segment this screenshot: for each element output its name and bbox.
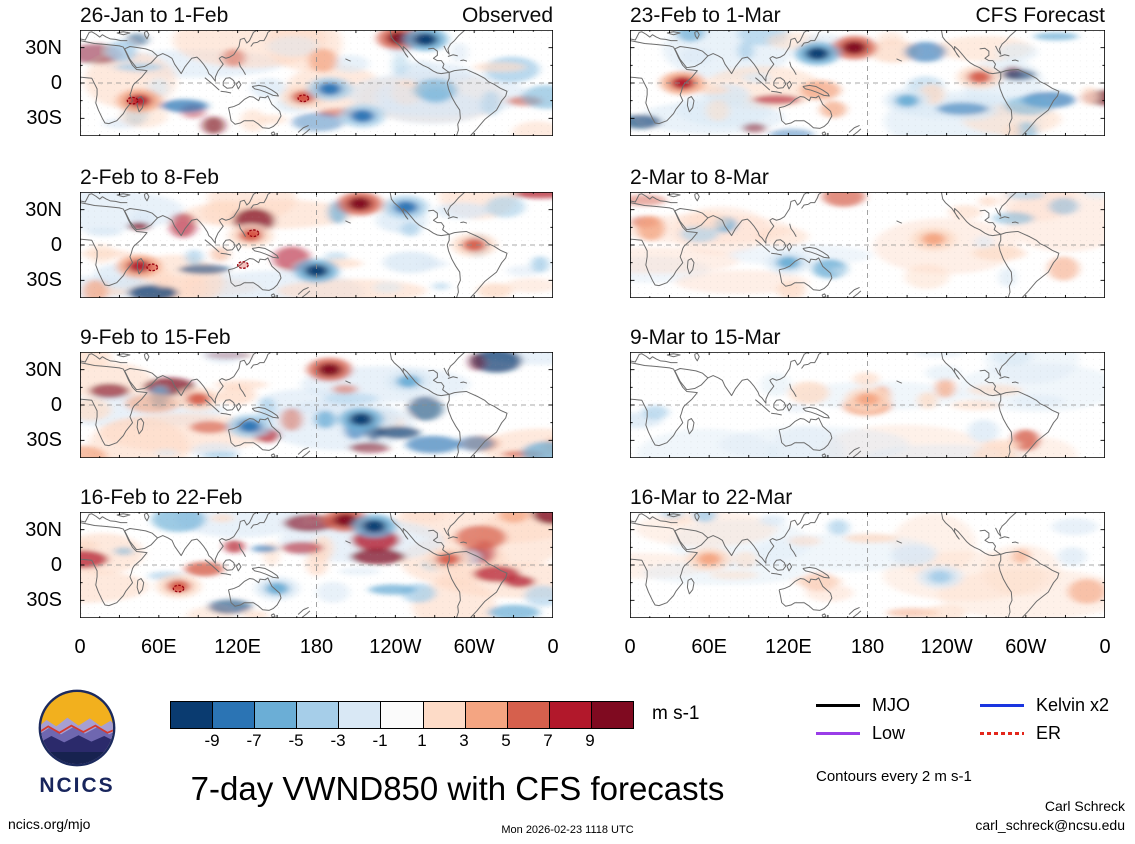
timestamp: Mon 2026-02-23 1118 UTC [501, 824, 634, 836]
page-title: 7-day VWND850 with CFS forecasts [190, 770, 725, 807]
legend-label: Kelvin x2 [1036, 694, 1110, 715]
lon-tick-label: 180 [299, 636, 334, 658]
lat-tick-label: 30S [26, 107, 62, 130]
colorbar-segment [171, 702, 214, 728]
lon-tick-label: 120E [214, 636, 262, 658]
credit-name: Carl Schreck [1044, 798, 1125, 814]
colorbar-tick-label: 5 [501, 731, 511, 750]
colorbar-units-label: m s-1 [652, 703, 700, 724]
lon-tick-label: 120E [764, 636, 812, 658]
map-panel-forecast-2 [630, 192, 1105, 298]
colorbar-segment [591, 702, 634, 728]
map-panel-observed-1 [80, 30, 553, 136]
colorbar-tick-label: -3 [330, 731, 346, 750]
colorbar-segment [507, 702, 550, 728]
panel-date-label: 9-Mar to 15-Mar [630, 326, 781, 349]
panel-header-obs-1: 26-Jan to 1-Feb Observed [80, 3, 553, 29]
lon-tick-label: 0 [74, 636, 86, 658]
panel-header-fcst-4: 16-Mar to 22-Mar [630, 485, 1105, 511]
colorbar-segment [255, 702, 298, 728]
panel-date-label: 16-Feb to 22-Feb [80, 486, 243, 509]
lon-tick-label: 120W [369, 636, 422, 658]
colorbar-tick-label: -7 [246, 731, 262, 750]
panel-header-obs-4: 16-Feb to 22-Feb [80, 485, 553, 511]
lon-tick-label: 0 [624, 636, 636, 658]
map-panel-observed-3 [80, 352, 553, 458]
lon-tick-label: 180 [850, 636, 885, 658]
colorbar-tick-label: -5 [288, 731, 304, 750]
panel-header-fcst-3: 9-Mar to 15-Mar [630, 325, 1105, 351]
logo-text: NCICS [39, 774, 115, 797]
legend-item-mjo: MJO [816, 694, 910, 716]
colorbar-tick-label: 1 [417, 731, 427, 750]
colorbar-segment [297, 702, 340, 728]
colorbar-segment [465, 702, 508, 728]
lon-tick-label: 60E [691, 636, 727, 658]
panel-header-fcst-2: 2-Mar to 8-Mar [630, 165, 1105, 191]
legend-item-low: Low [816, 722, 905, 744]
panel-header-fcst-1: 23-Feb to 1-Mar CFS Forecast [630, 3, 1105, 29]
lon-tick-label: 60W [453, 636, 495, 658]
lat-tick-label: 30S [26, 589, 62, 612]
colorbar-tick-label: 3 [459, 731, 469, 750]
er-line-swatch [980, 731, 1024, 735]
legend-label: ER [1036, 722, 1062, 743]
map-panel-observed-4 [80, 512, 553, 618]
website-url: ncics.org/mjo [8, 816, 91, 832]
column-header-forecast: CFS Forecast [975, 4, 1105, 27]
lon-tick-label: 0 [1099, 636, 1111, 658]
panel-header-obs-2: 2-Feb to 8-Feb [80, 165, 553, 191]
lat-tick-label: 30N [25, 518, 62, 541]
lat-tick-label: 0 [50, 72, 62, 94]
ncics-logo-emblem [38, 689, 116, 767]
lon-tick-label: 0 [547, 636, 559, 658]
mjo-line-swatch [816, 703, 860, 707]
colorbar-ticks: -9 -7 -5 -3 -1 1 3 5 7 9 [170, 731, 632, 753]
colorbar-tick-label: -9 [204, 731, 220, 750]
lat-tick-label: 30N [25, 198, 62, 221]
colorbar-segment [213, 702, 256, 728]
colorbar [170, 701, 634, 729]
kelvin-line-swatch [980, 703, 1024, 707]
lat-tick-label: 0 [50, 234, 62, 256]
map-panel-forecast-4 [630, 512, 1105, 618]
lon-tick-label: 120W [920, 636, 973, 658]
lat-tick-label: 30N [25, 358, 62, 381]
lat-tick-label: 30N [25, 36, 62, 59]
lat-tick-label: 0 [50, 394, 62, 416]
legend-item-er: ER [980, 722, 1061, 744]
panel-date-label: 2-Feb to 8-Feb [80, 166, 219, 189]
lon-tick-label: 60W [1005, 636, 1047, 658]
lat-tick-label: 30S [26, 429, 62, 452]
panel-date-label: 16-Mar to 22-Mar [630, 486, 793, 509]
credit-email: carl_schreck@ncsu.edu [975, 817, 1125, 833]
colorbar-tick-label: 9 [585, 731, 595, 750]
map-panel-observed-2 [80, 192, 553, 298]
lon-tick-label: 60E [141, 636, 177, 658]
panel-header-obs-3: 9-Feb to 15-Feb [80, 325, 553, 351]
colorbar-segment [339, 702, 382, 728]
colorbar-tick-label: 7 [543, 731, 553, 750]
map-panel-forecast-1 [630, 30, 1105, 136]
map-panel-forecast-3 [630, 352, 1105, 458]
contours-note: Contours every 2 m s-1 [816, 768, 972, 785]
colorbar-segment [423, 702, 466, 728]
legend-item-kelvin: Kelvin x2 [980, 694, 1109, 716]
ncics-logo: NCICS [20, 688, 134, 798]
column-header-observed: Observed [461, 4, 553, 27]
lat-tick-label: 30S [26, 269, 62, 292]
colorbar-segment [381, 702, 424, 728]
panel-date-label: 2-Mar to 8-Mar [630, 166, 769, 189]
lat-tick-label: 0 [50, 554, 62, 576]
panel-date-label: 23-Feb to 1-Mar [630, 4, 781, 27]
colorbar-tick-label: -1 [372, 731, 388, 750]
low-line-swatch [816, 731, 860, 735]
colorbar-segment [549, 702, 592, 728]
legend-label: Low [872, 722, 906, 743]
legend-label: MJO [872, 694, 910, 715]
panel-date-label: 9-Feb to 15-Feb [80, 326, 231, 349]
panel-date-label: 26-Jan to 1-Feb [80, 4, 229, 27]
